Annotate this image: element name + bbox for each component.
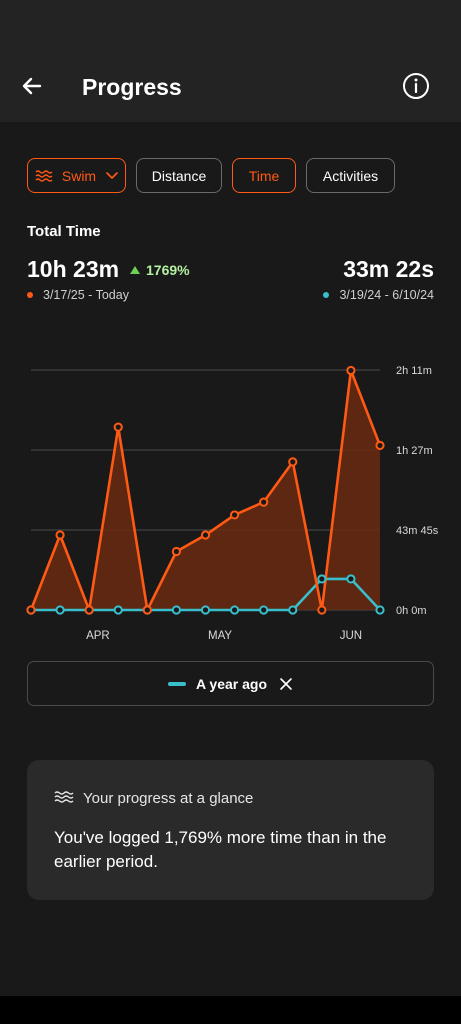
metric-tab-activities[interactable]: Activities bbox=[306, 158, 395, 193]
current-area bbox=[31, 370, 380, 610]
metric-tab-label: Distance bbox=[151, 167, 207, 184]
current-range-text: 3/17/25 - Today bbox=[43, 288, 129, 302]
y-tick-label: 0h 0m bbox=[396, 605, 427, 617]
metric-tab-time[interactable]: Time bbox=[232, 158, 296, 193]
current-data-point bbox=[259, 497, 269, 507]
swim-waves-icon bbox=[54, 791, 74, 803]
swim-waves-icon bbox=[35, 169, 53, 182]
y-tick-label: 1h 27m bbox=[396, 445, 433, 457]
previous-data-point bbox=[171, 605, 182, 615]
legend-line-swatch bbox=[167, 681, 186, 686]
previous-data-point bbox=[55, 605, 65, 615]
change-badge: 1769% bbox=[130, 262, 190, 278]
change-value: 1769% bbox=[146, 262, 190, 278]
previous-data-point bbox=[375, 605, 385, 615]
y-tick-label: 2h 11m bbox=[396, 365, 432, 377]
previous-range-text: 3/19/24 - 6/10/24 bbox=[339, 288, 434, 302]
glance-title: Your progress at a glance bbox=[83, 790, 254, 807]
close-x-icon[interactable] bbox=[279, 677, 293, 691]
previous-data-point bbox=[229, 605, 240, 615]
current-range: 3/17/25 - Today bbox=[27, 288, 129, 302]
current-data-point bbox=[26, 605, 36, 615]
current-dot-icon bbox=[27, 292, 33, 298]
glance-text: You've logged 1,769% more time than in t… bbox=[54, 828, 387, 871]
y-tick-label: 43m 45s bbox=[396, 525, 439, 537]
previous-range: 3/19/24 - 6/10/24 bbox=[323, 288, 434, 302]
chevron-down-icon bbox=[106, 171, 118, 179]
current-data-point bbox=[171, 546, 182, 557]
comparison-legend-button[interactable]: A year ago bbox=[27, 661, 434, 706]
sport-dropdown[interactable]: Swim bbox=[27, 158, 126, 193]
previous-data-point bbox=[259, 605, 269, 615]
summary-title: Total Time bbox=[27, 223, 101, 240]
metric-tab-distance[interactable]: Distance bbox=[136, 158, 222, 193]
previous-data-point bbox=[317, 574, 327, 584]
sport-dropdown-label: Swim bbox=[61, 167, 97, 184]
previous-data-point bbox=[288, 605, 298, 615]
current-data-point bbox=[55, 530, 65, 540]
current-data-point bbox=[375, 440, 385, 451]
current-total: 10h 23m bbox=[27, 256, 120, 282]
current-data-point bbox=[113, 422, 123, 432]
previous-total: 33m 22s bbox=[343, 256, 434, 282]
previous-dot-icon bbox=[323, 292, 330, 298]
x-tick-label: APR bbox=[86, 630, 110, 642]
app-bar: Progress bbox=[0, 52, 461, 122]
previous-data-point bbox=[113, 605, 123, 615]
x-tick-label: JUN bbox=[340, 630, 362, 642]
metric-tab-label: Activities bbox=[322, 167, 379, 184]
x-tick-label: MAY bbox=[208, 630, 232, 642]
legend-label: A year ago bbox=[195, 675, 268, 692]
trend-up-icon bbox=[130, 266, 140, 274]
current-data-point bbox=[346, 365, 356, 376]
arrow-left-icon[interactable] bbox=[18, 72, 46, 100]
current-data-point bbox=[84, 605, 94, 615]
time-chart: 0h 0m 43m 45s 1h 27m 2h 11m APR MAY JUN bbox=[26, 365, 439, 642]
current-data-point bbox=[200, 530, 211, 540]
current-data-point bbox=[142, 605, 152, 615]
page-title: Progress bbox=[82, 74, 182, 100]
glance-card: Your progress at a glance You've logged … bbox=[27, 760, 434, 900]
system-nav-bar bbox=[0, 996, 461, 1024]
current-data-point bbox=[317, 605, 327, 615]
current-data-point bbox=[288, 457, 298, 467]
previous-data-point bbox=[200, 605, 211, 615]
previous-data-point bbox=[346, 574, 356, 584]
current-data-point bbox=[229, 510, 240, 520]
metric-tab-label: Time bbox=[248, 167, 280, 184]
info-circle-icon[interactable] bbox=[402, 72, 430, 100]
status-bar bbox=[0, 0, 461, 52]
